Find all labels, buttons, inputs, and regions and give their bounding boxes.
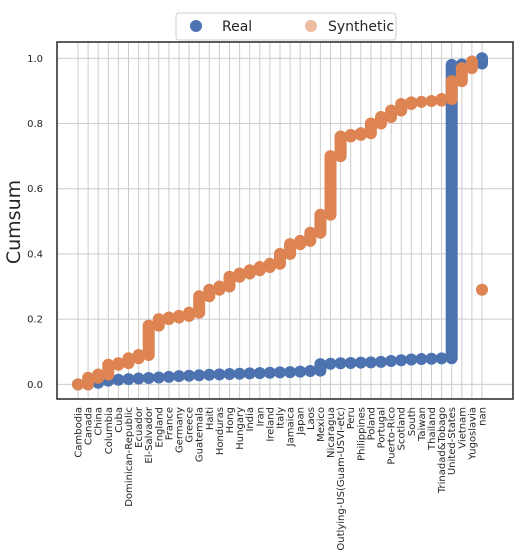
- x-tick-label: El-Salvador: [144, 406, 155, 463]
- point-synthetic-0: [72, 378, 84, 391]
- point-real-16: [233, 367, 246, 380]
- x-tick-label: France: [164, 407, 175, 440]
- x-tick-label: Laos: [306, 407, 317, 430]
- x-tick-label: Dominican-Republic: [124, 407, 135, 507]
- legend-marker-real: [190, 20, 202, 32]
- x-tick-label: India: [245, 407, 256, 432]
- x-tick-label: Poland: [366, 407, 377, 440]
- y-tick-label: 0.0: [27, 380, 43, 391]
- point-real-18: [253, 367, 266, 380]
- legend-label-real: Real: [222, 19, 252, 35]
- x-tick-label: Yugoslavia: [467, 407, 478, 461]
- x-tick-label: China: [94, 407, 105, 436]
- x-tick-label: Vietnam: [457, 407, 468, 449]
- legend-label-synthetic: Synthetic: [328, 19, 394, 35]
- point-real-19: [263, 366, 276, 379]
- x-tick-label: Italy: [276, 407, 287, 429]
- y-tick-labels: 0.0 0.2 0.4 0.6 0.8 1.0: [27, 54, 43, 391]
- x-tick-label: Haiti: [205, 407, 216, 430]
- x-tick-label: Nicaragua: [326, 407, 337, 458]
- point-synthetic-40: [476, 283, 488, 296]
- x-tick-label: Puerto-Rico: [387, 407, 398, 465]
- point-real-33: [405, 353, 418, 366]
- series-real: [72, 52, 488, 391]
- point-real-30: [375, 355, 387, 368]
- point-real-28: [354, 356, 367, 369]
- point-real-4: [112, 373, 125, 386]
- point-real-21: [284, 366, 297, 379]
- point-real-25: [324, 357, 337, 370]
- point-real-9: [162, 370, 175, 383]
- x-tick-label: England: [154, 407, 165, 448]
- x-tick-label: Columbia: [104, 407, 115, 454]
- point-real-27: [344, 356, 357, 369]
- x-tick-labels: Cambodia Canada China Columbia Cuba Dominican…: [74, 406, 489, 550]
- x-tick-label: Japan: [296, 407, 307, 436]
- x-tick-label: Greece: [185, 407, 196, 443]
- x-tick-label: Guatemala: [195, 407, 206, 462]
- x-tick-label: Cuba: [114, 407, 125, 433]
- point-real-17: [243, 367, 256, 380]
- y-tick-label: 0.8: [27, 119, 43, 130]
- point-real-5: [122, 373, 135, 386]
- y-tick-label: 0.6: [27, 184, 43, 195]
- x-tick-label: Honduras: [215, 407, 226, 455]
- y-tick-label: 0.2: [27, 315, 43, 326]
- x-tick-label: Hungary: [235, 407, 246, 450]
- point-real-20: [274, 366, 286, 379]
- point-real-35: [425, 352, 438, 365]
- x-tick-label: Ecuador: [134, 406, 145, 448]
- point-real-32: [395, 354, 408, 367]
- legend-marker-synthetic: [305, 20, 317, 32]
- y-axis-title: Cumsum: [3, 180, 25, 264]
- point-real-22: [294, 365, 307, 378]
- x-tick-label: Canada: [84, 407, 95, 445]
- x-tick-label: Peru: [346, 407, 357, 429]
- legend[interactable]: Real Synthetic: [175, 12, 397, 41]
- point-real-15: [223, 368, 236, 381]
- point-real-31: [385, 355, 398, 368]
- x-tick-label: nan: [478, 407, 489, 426]
- x-tick-label: Ireland: [265, 407, 276, 442]
- series-synthetic: [72, 55, 488, 391]
- point-real-13: [203, 368, 216, 381]
- x-tick-label: Jamaica: [286, 407, 297, 447]
- x-tick-label: Trinadad&Tobago: [437, 407, 448, 494]
- x-tick-label: Hong: [225, 407, 236, 433]
- y-tick-label: 1.0: [27, 54, 43, 65]
- x-tick-label: United-States: [447, 407, 458, 475]
- x-tick-label: Iran: [255, 407, 266, 427]
- x-tick-label: Philippines: [356, 407, 367, 461]
- point-real-23: [304, 364, 317, 377]
- plot-frame: [56, 41, 514, 400]
- legend-frame: [175, 12, 397, 41]
- point-synthetic-35: [425, 95, 438, 108]
- x-tick-label: Thailand: [427, 407, 438, 451]
- point-synthetic-34: [415, 95, 428, 108]
- grid: [57, 42, 513, 399]
- point-real-8: [152, 371, 165, 384]
- series-layer: [72, 52, 488, 391]
- point-real-29: [364, 356, 377, 369]
- point-real-36: [435, 352, 448, 365]
- y-tick-label: 0.4: [27, 249, 43, 260]
- point-real-6: [132, 372, 145, 385]
- x-tick-label: Taiwan: [417, 407, 428, 442]
- x-tick-label: Mexico: [316, 407, 327, 442]
- point-real-11: [183, 369, 196, 382]
- x-tick-label: Germany: [175, 407, 186, 453]
- point-real-14: [213, 368, 226, 381]
- x-tick-label: South: [407, 407, 418, 436]
- point-real-26: [334, 357, 347, 370]
- x-tick-label: Scotland: [397, 407, 408, 450]
- point-real-10: [173, 370, 185, 383]
- x-tick-label: Portugal: [377, 407, 388, 448]
- x-tick-label: Cambodia: [74, 407, 85, 458]
- point-real-7: [142, 371, 155, 384]
- point-real-34: [415, 353, 428, 366]
- x-tick-label: Outlying-US(Guam-USVI-etc): [336, 407, 347, 551]
- point-real-12: [193, 369, 206, 382]
